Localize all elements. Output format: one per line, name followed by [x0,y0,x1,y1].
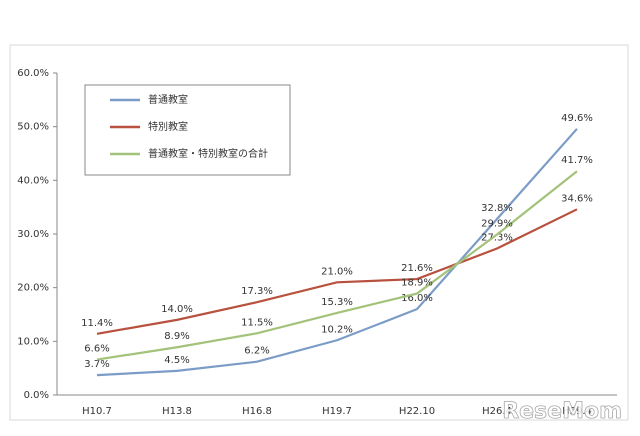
data-label: 6.2% [244,346,269,357]
x-tick-label: H13.8 [162,406,192,417]
data-label: 18.9% [401,278,433,289]
series-line [96,170,578,361]
data-label: 21.0% [321,266,353,277]
x-tick-label: H10.7 [82,406,112,417]
y-tick-label: 0.0% [24,390,49,401]
y-tick-label: 20.0% [17,283,49,294]
data-label: 3.7% [84,359,109,370]
data-label: 10.2% [321,324,353,335]
data-label: 21.6% [401,263,433,274]
y-tick-label: 50.0% [17,122,49,133]
data-label: 16.0% [401,293,433,304]
x-tick-label: H29.4 [562,406,592,417]
data-label: 14.0% [161,304,193,315]
series-line [96,208,578,335]
legend-label: 特別教室 [148,120,188,133]
legend-label: 普通教室 [148,93,188,106]
y-tick-label: 30.0% [17,229,49,240]
y-tick-label: 40.0% [17,175,49,186]
data-label: 27.3% [481,232,513,243]
data-label: 8.9% [164,331,189,342]
data-label: 34.6% [561,193,593,204]
y-tick-label: 60.0% [17,68,49,79]
x-tick-label: H22.10 [399,406,435,417]
data-label: 32.8% [481,203,513,214]
data-label: 11.4% [81,318,113,329]
data-label: 17.3% [241,286,273,297]
y-tick-label: 10.0% [17,336,49,347]
x-tick-label: H19.7 [322,406,352,417]
x-tick-label: H16.8 [242,406,272,417]
data-label: 49.6% [561,113,593,124]
series-line [96,128,578,377]
x-tick-label: H26.4 [482,406,512,417]
data-label: 11.5% [241,317,273,328]
data-label: 4.5% [164,355,189,366]
data-label: 29.9% [481,219,513,230]
watermark: ReseMom [502,399,622,424]
data-label: 6.6% [84,344,109,355]
data-label: 15.3% [321,297,353,308]
legend-label: 普通教室・特別教室の合計 [148,147,268,160]
data-label: 41.7% [561,155,593,166]
